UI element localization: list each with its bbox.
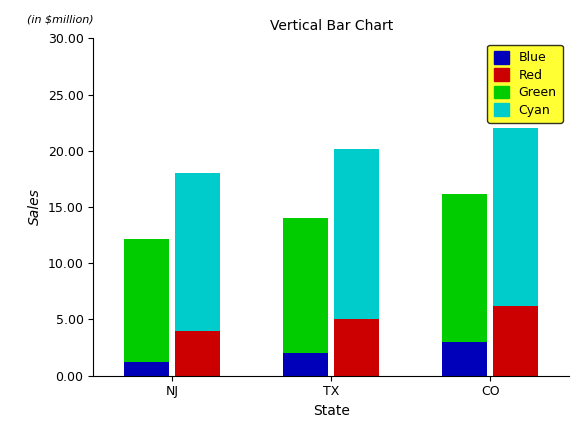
Bar: [443, 342, 487, 376]
Text: (in $million): (in $million): [27, 15, 93, 25]
Bar: [334, 320, 379, 376]
Bar: [124, 239, 169, 362]
Bar: [175, 331, 220, 376]
Title: Vertical Bar Chart: Vertical Bar Chart: [270, 19, 393, 33]
Bar: [283, 353, 328, 376]
Legend: Blue, Red, Green, Cyan: Blue, Red, Green, Cyan: [487, 45, 563, 123]
Y-axis label: Sales: Sales: [28, 189, 42, 226]
X-axis label: State: State: [312, 404, 350, 418]
Bar: [493, 128, 538, 306]
Bar: [334, 149, 379, 320]
Bar: [283, 218, 328, 353]
Bar: [124, 362, 169, 376]
Bar: [175, 173, 220, 331]
Bar: [493, 306, 538, 376]
Bar: [443, 194, 487, 342]
